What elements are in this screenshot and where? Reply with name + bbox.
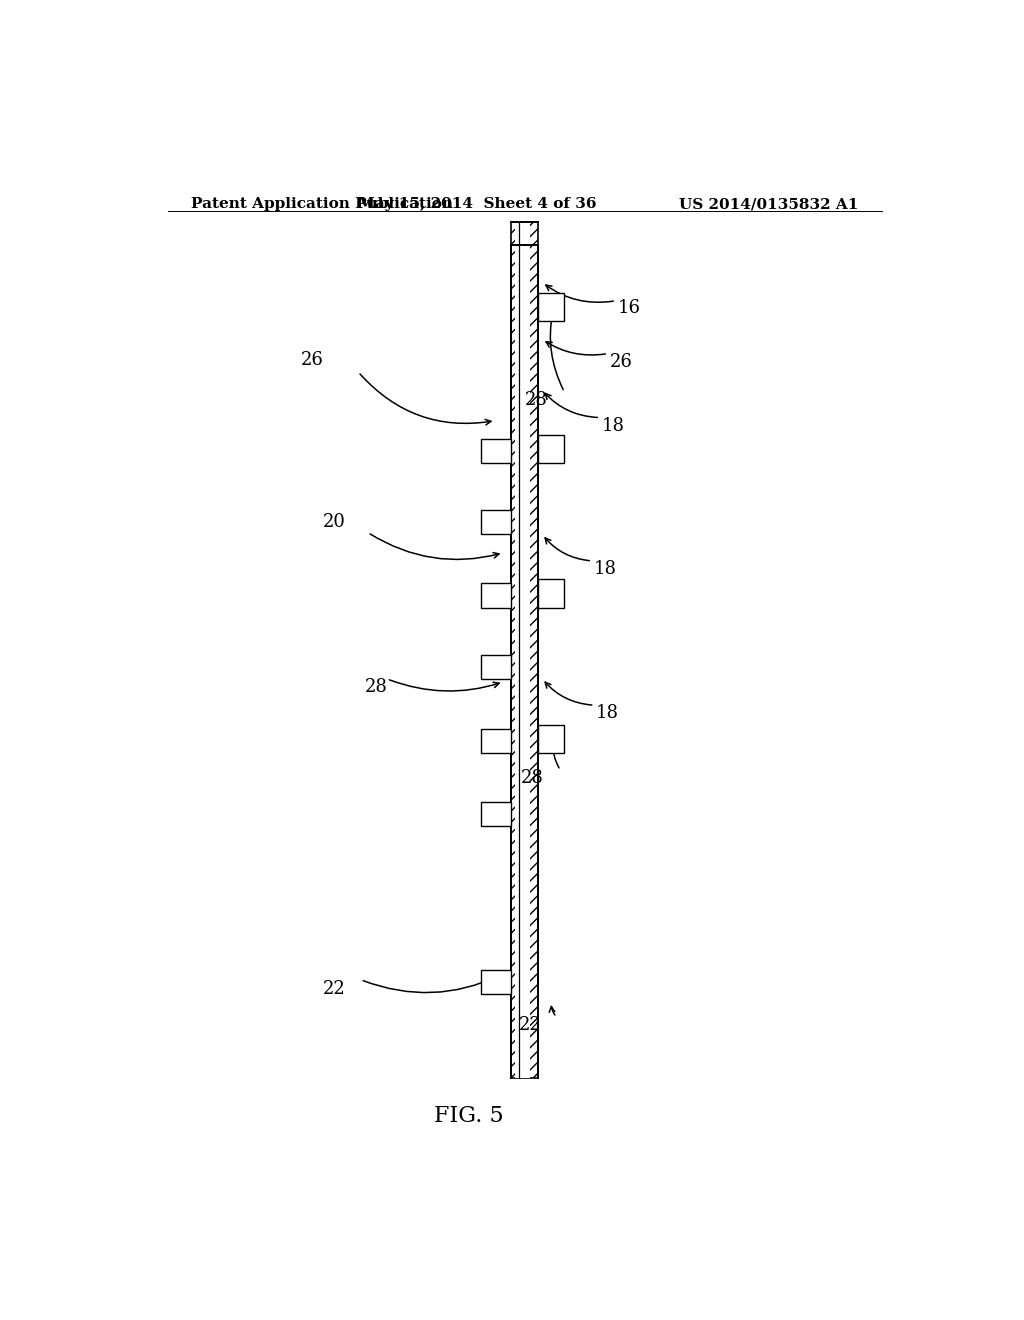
Bar [481,803,511,826]
Text: May 15, 2014  Sheet 4 of 36: May 15, 2014 Sheet 4 of 36 [358,197,596,211]
Bar [481,583,511,607]
Bar [515,223,529,244]
Text: Patent Application Publication: Patent Application Publication [191,197,454,211]
Text: 18: 18 [596,705,620,722]
Text: FIG. 5: FIG. 5 [434,1105,504,1127]
Text: 26: 26 [609,352,633,371]
Text: 20: 20 [323,513,345,531]
Bar [511,223,539,244]
Bar [539,579,563,607]
Text: 18: 18 [602,417,625,434]
Bar [481,440,511,463]
Bar [515,244,529,1078]
Text: 28: 28 [365,678,387,696]
Bar [481,655,511,678]
Text: 28: 28 [521,770,544,788]
Bar [539,434,563,463]
Text: 28: 28 [524,391,548,409]
Bar [539,293,563,321]
Text: 22: 22 [323,979,345,998]
Text: 22: 22 [518,1016,542,1035]
Bar [481,970,511,994]
Text: US 2014/0135832 A1: US 2014/0135832 A1 [679,197,858,211]
Text: 26: 26 [301,351,324,368]
Bar [481,729,511,752]
Bar [539,725,563,752]
Bar [511,244,539,1078]
Bar [481,511,511,535]
Text: 16: 16 [617,298,641,317]
Text: 18: 18 [594,560,616,578]
